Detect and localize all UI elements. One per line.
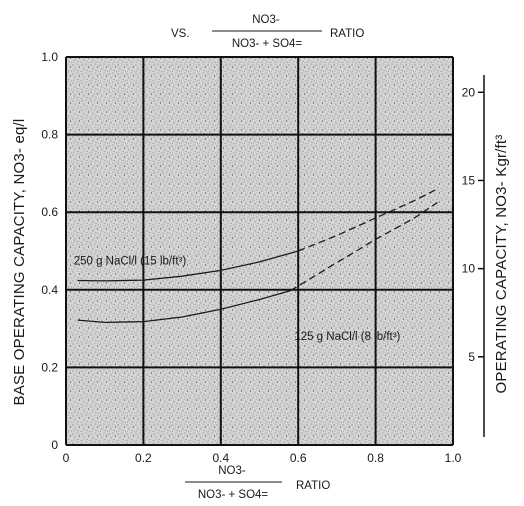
- right-axis: 5 10 15 20: [462, 75, 485, 437]
- x-caption-numerator: NO3-: [218, 465, 246, 477]
- y-axis-left-title: BASE OPERATING CAPACITY, NO3- eq/l: [11, 119, 28, 406]
- y-tick-label: 0: [51, 438, 58, 452]
- x-tick-label: 0.4: [212, 451, 229, 465]
- y-tick-label: 0.6: [41, 205, 58, 219]
- series-line-solid-0: [77, 250, 299, 282]
- x-tick-label: 0.8: [367, 451, 384, 465]
- plot-area: [66, 57, 453, 445]
- right-tick-label: 5: [468, 350, 475, 364]
- x-caption-denominator: NO3- + SO4=: [198, 489, 269, 501]
- y-tick-label: 0.8: [41, 128, 58, 142]
- series-label-250g: 250 g NaCl/l (15 lb/ft³): [74, 256, 187, 268]
- x-tick-label: 0.2: [135, 451, 152, 465]
- top-caption-prefix: VS.: [171, 28, 190, 40]
- series-label-125g: 125 g NaCl/l (8 lb/ft³): [294, 331, 400, 343]
- tick-labels: 0 0.2 0.4 0.6 0.8 1.0 0 0.2 0.4 0.6 0.8 1.0: [41, 50, 461, 465]
- y-tick-label: 1.0: [41, 50, 58, 64]
- y-tick-label: 0.2: [41, 360, 58, 374]
- x-tick-label: 1.0: [445, 451, 462, 465]
- y-tick-label: 0.4: [41, 283, 58, 297]
- series-line-dashed-1: [290, 201, 438, 292]
- series-group: [77, 188, 438, 324]
- grid-lines: [65, 56, 454, 446]
- top-caption-denominator: NO3- + SO4=: [232, 38, 303, 50]
- x-tick-label: 0: [63, 451, 70, 465]
- x-caption: NO3- NO3- + SO4= RATIO: [185, 465, 330, 501]
- x-tick-label: 0.6: [290, 451, 307, 465]
- top-caption: VS. NO3- NO3- + SO4= RATIO: [171, 14, 364, 50]
- right-tick-label: 10: [462, 262, 476, 276]
- right-tick-label: 20: [462, 85, 476, 99]
- y-axis-right-title: OPERATING CAPACITY, NO3- Kgr/ft³: [493, 135, 510, 394]
- right-tick-label: 15: [462, 173, 476, 187]
- top-caption-numerator: NO3-: [252, 14, 280, 26]
- series-line-solid-1: [77, 289, 291, 324]
- x-caption-suffix: RATIO: [296, 480, 330, 492]
- top-caption-suffix: RATIO: [330, 28, 364, 40]
- series-line-dashed-0: [297, 188, 438, 252]
